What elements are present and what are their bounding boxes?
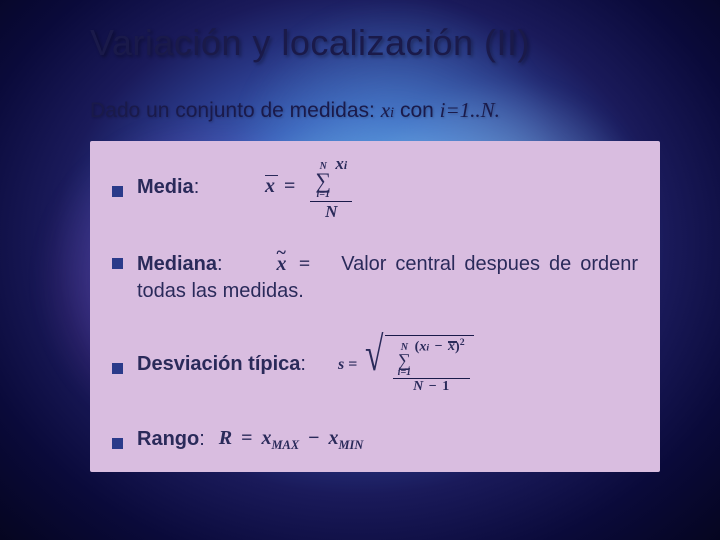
rango-colon: : <box>199 428 205 450</box>
rango-label: Rango <box>137 428 199 450</box>
eq-sign: = <box>237 427 256 449</box>
item-rango: Rango: R = xMAX − xMIN <box>112 425 638 454</box>
mediana-colon: : <box>217 253 223 275</box>
eq-sign: = <box>295 253 314 275</box>
item-media: Media: x = N ∑ i=1 xi <box>112 155 638 221</box>
media-colon: : <box>194 176 200 198</box>
rango-R: R <box>219 427 232 449</box>
sum-lower: i=1 <box>317 190 330 200</box>
desv-colon: : <box>300 353 306 375</box>
media-den: N <box>325 202 337 221</box>
minus-sign: − <box>427 379 439 394</box>
media-label: Media <box>137 176 194 198</box>
sigma-icon: ∑ <box>315 172 331 191</box>
sub-max: MAX <box>272 438 300 452</box>
item-desviacion: Desviación típica: s = √ N ∑ <box>112 335 638 396</box>
den-N: N <box>413 379 423 394</box>
mediana-desc-lead: Valor central despues de <box>341 253 571 275</box>
slide-content: Variación y localización (II) Dado un co… <box>0 0 720 540</box>
desv-formula: s = √ N ∑ i=1 <box>338 335 474 396</box>
xbar-symbol: x <box>448 340 455 355</box>
intro-mid: con <box>394 99 440 122</box>
sigma-icon: ∑ <box>398 353 411 368</box>
sub-min: MIN <box>338 438 363 452</box>
eq-sign: = <box>344 354 361 376</box>
xtilde-symbol: x <box>276 251 286 278</box>
desv-label: Desviación típica <box>137 353 300 375</box>
media-formula: x = N ∑ i=1 xi N <box>265 155 352 221</box>
den-1: 1 <box>442 379 449 394</box>
minus-sign: − <box>304 427 323 449</box>
bullet-icon <box>112 258 123 269</box>
item-mediana: Mediana: x = Valor central despues de or… <box>112 251 638 305</box>
definitions-panel: Media: x = N ∑ i=1 xi <box>90 141 660 472</box>
bullet-icon <box>112 186 123 197</box>
intro-prefix: Dado un conjunto de medidas: <box>90 99 381 122</box>
mediana-label: Mediana <box>137 253 217 275</box>
num-xi: xi <box>335 154 347 173</box>
bullet-icon <box>112 438 123 449</box>
intro-eq: i=1..N. <box>440 98 500 122</box>
power-2: 2 <box>460 337 465 348</box>
bullet-icon <box>112 363 123 374</box>
sum-lower: i=1 <box>398 368 411 378</box>
page-title: Variación y localización (II) <box>90 22 660 64</box>
minus-sign: − <box>433 339 445 354</box>
rango-formula: R = xMAX − xMIN <box>219 425 364 454</box>
radical-icon: √ <box>365 335 383 396</box>
eq-sign: = <box>280 175 299 197</box>
intro-var: x <box>381 98 390 122</box>
xbar-symbol: x <box>265 173 275 200</box>
intro-text: Dado un conjunto de medidas: xi con i=1.… <box>90 98 660 123</box>
